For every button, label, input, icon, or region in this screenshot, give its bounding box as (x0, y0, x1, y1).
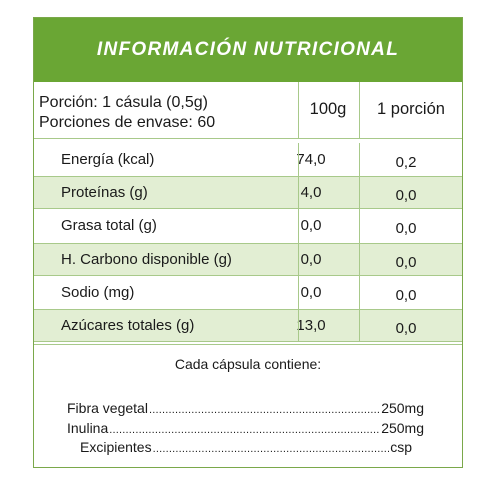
value-100g: 13,0 (296, 317, 326, 334)
value-100g: 0,0 (300, 284, 322, 301)
table-row: Sodio (mg) 0,0 0,0 (34, 276, 462, 309)
row-label: Grasa total (g) (61, 217, 157, 234)
nutrition-panel: INFORMACIÓN NUTRICIONAL Porción: 1 cásul… (33, 17, 463, 468)
value-portion: 0,0 (395, 254, 417, 271)
value-100g: 74,0 (296, 151, 326, 168)
divider (34, 344, 462, 345)
value-portion: 0,2 (395, 154, 417, 171)
ingredient-row: Excipientes ............................… (80, 439, 412, 455)
value-portion: 0,0 (395, 287, 417, 304)
divider (298, 143, 299, 342)
column-header-100g: 100g (309, 100, 347, 118)
ingredient-amount: 250mg (381, 400, 424, 416)
value-100g: 4,0 (300, 184, 322, 201)
portions-per-pack: Porciones de envase: 60 (39, 114, 216, 131)
header-title: INFORMACIÓN NUTRICIONAL (96, 39, 400, 60)
ingredient-amount: 250mg (381, 420, 424, 436)
divider (359, 82, 360, 138)
value-portion: 0,0 (395, 320, 417, 337)
table-row: Proteínas (g) 4,0 0,0 (34, 176, 462, 209)
ingredient-name: Excipientes (80, 439, 152, 455)
leader-dots: ........................................… (109, 424, 380, 436)
ingredient-row: Inulina ................................… (67, 420, 424, 436)
row-label: H. Carbono disponible (g) (61, 251, 232, 268)
ingredient-name: Inulina (67, 420, 109, 436)
divider (34, 138, 462, 139)
table-row: H. Carbono disponible (g) 0,0 0,0 (34, 243, 462, 276)
divider (298, 82, 299, 138)
row-label: Sodio (mg) (61, 284, 135, 301)
header-bar: INFORMACIÓN NUTRICIONAL (34, 18, 462, 82)
row-label: Proteínas (g) (61, 184, 148, 201)
value-100g: 0,0 (300, 217, 322, 234)
row-label: Energía (kcal) (61, 151, 155, 168)
leader-dots: ........................................… (152, 443, 390, 455)
ingredient-name: Fibra vegetal (67, 400, 148, 416)
leader-dots: ........................................… (148, 404, 381, 416)
table-row: Azúcares totales (g) 13,0 0,0 (34, 309, 462, 342)
row-label: Azúcares totales (g) (61, 317, 195, 334)
ingredient-amount: csp (390, 439, 412, 455)
value-100g: 0,0 (300, 251, 322, 268)
table-row: Energía (kcal) 74,0 0,2 (34, 143, 462, 176)
divider (359, 143, 360, 342)
value-portion: 0,0 (395, 187, 417, 204)
portion-size: Porción: 1 cásula (0,5g) (39, 94, 208, 111)
contents-title: Cada cápsula contiene: (174, 356, 322, 372)
value-portion: 0,0 (395, 220, 417, 237)
table-row: Grasa total (g) 0,0 0,0 (34, 209, 462, 242)
portion-info: Porción: 1 cásula (0,5g) Porciones de en… (39, 93, 289, 133)
ingredient-row: Fibra vegetal ..........................… (67, 400, 424, 416)
column-header-portion: 1 porción (377, 100, 445, 118)
